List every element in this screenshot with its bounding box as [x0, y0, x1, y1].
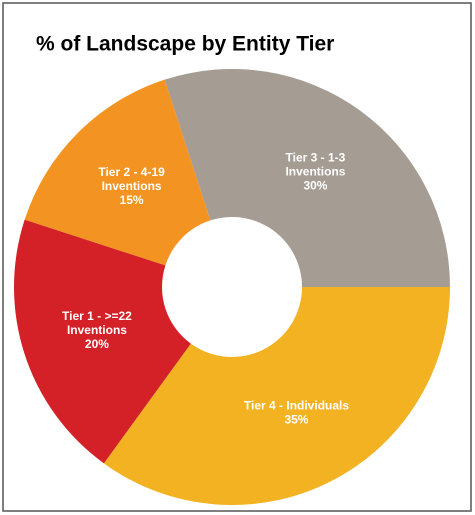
slice-value-label: 30% [303, 178, 327, 192]
slice-value-label: 20% [85, 337, 109, 351]
slice-label: Inventions [102, 179, 162, 193]
slice-label: Tier 1 - >=22 [62, 309, 132, 323]
slice-label: Tier 3 - 1-3 [286, 150, 346, 164]
donut-slice [164, 69, 451, 287]
slice-value-label: 15% [120, 193, 144, 207]
slice-value-label: 35% [284, 413, 308, 427]
donut-slice [14, 219, 191, 464]
slice-label: Tier 2 - 4-19 [98, 165, 165, 179]
slice-label: Tier 4 - Individuals [244, 399, 349, 413]
slice-label: Inventions [67, 323, 127, 337]
slice-label: Inventions [285, 164, 345, 178]
donut-slice [103, 287, 450, 505]
chart-title: % of Landscape by Entity Tier [36, 33, 334, 56]
donut-slice [24, 79, 211, 266]
